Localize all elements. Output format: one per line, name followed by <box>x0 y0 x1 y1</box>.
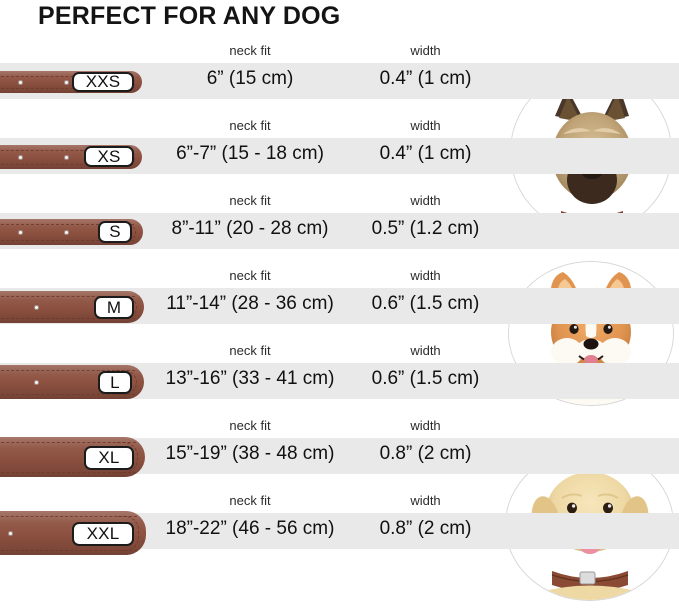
width-value: 0.6” (1.5 cm) <box>371 368 480 389</box>
neck-fit-header: neck fit <box>229 418 271 433</box>
neck-fit-value: 15”-19” (38 - 48 cm) <box>165 443 335 464</box>
size-badge: XS <box>84 146 134 167</box>
width-value: 0.4” (1 cm) <box>379 143 472 164</box>
neck-fit-value: 6”-7” (15 - 18 cm) <box>176 143 324 164</box>
size-badge: XXL <box>72 522 134 546</box>
strap-stitch-top <box>0 369 135 371</box>
neck-fit-value: 8”-11” (20 - 28 cm) <box>171 218 329 239</box>
width-value: 0.4” (1 cm) <box>379 68 472 89</box>
size-badge: M <box>94 296 134 319</box>
strap-stitch-bottom <box>0 549 137 551</box>
width-value: 0.8” (2 cm) <box>379 443 472 464</box>
neck-fit-value: 11”-14” (28 - 36 cm) <box>166 293 334 314</box>
width-header: width <box>410 493 441 508</box>
strap-stitch-bottom <box>0 317 135 319</box>
neck-fit-value: 13”-16” (33 - 41 cm) <box>165 368 335 389</box>
strap-stitch-cap <box>118 515 139 551</box>
strap-hole <box>34 379 39 385</box>
width-header: width <box>410 43 441 58</box>
strap-hole <box>64 79 69 85</box>
size-badge: S <box>98 221 132 243</box>
width-header: width <box>410 418 441 433</box>
width-header: width <box>410 193 441 208</box>
strap-stitch-cap <box>116 369 137 395</box>
neck-fit-header: neck fit <box>229 268 271 283</box>
width-header: width <box>410 268 441 283</box>
strap-hole <box>64 229 69 235</box>
width-header: width <box>410 118 441 133</box>
strap-stitch-bottom <box>0 393 135 395</box>
width-value: 0.5” (1.2 cm) <box>371 218 480 239</box>
neck-fit-value: 6” (15 cm) <box>206 68 294 89</box>
strap-stitch-top <box>0 515 137 517</box>
strap-hole <box>34 304 39 310</box>
neck-fit-value: 18”-22” (46 - 56 cm) <box>165 518 335 539</box>
strap-stitch-top <box>0 149 133 151</box>
neck-fit-header: neck fit <box>229 343 271 358</box>
strap-stitch-cap <box>117 441 138 473</box>
neck-fit-header: neck fit <box>229 193 271 208</box>
strap-hole <box>8 530 13 536</box>
strap-hole <box>64 154 69 160</box>
strap-hole <box>18 79 23 85</box>
strap-stitch-bottom <box>0 239 134 241</box>
strap-stitch-top <box>0 75 133 77</box>
table-row: S neck fit width 8”-11” (20 - 28 cm) 0.5… <box>0 191 679 266</box>
collar-strap <box>0 437 145 477</box>
width-value: 0.8” (2 cm) <box>379 518 472 539</box>
strap-stitch-top <box>0 441 136 443</box>
size-badge: XL <box>84 446 134 470</box>
width-value: 0.6” (1.5 cm) <box>371 293 480 314</box>
neck-fit-header: neck fit <box>229 118 271 133</box>
strap-stitch-bottom <box>0 471 136 473</box>
table-row: L neck fit width 13”-16” (33 - 41 cm) 0.… <box>0 341 679 416</box>
size-badge: XXS <box>72 72 134 92</box>
width-header: width <box>410 343 441 358</box>
table-row: XS neck fit width 6”-7” (15 - 18 cm) 0.4… <box>0 116 679 191</box>
strap-stitch-top <box>0 223 134 225</box>
neck-fit-header: neck fit <box>229 493 271 508</box>
strap-stitch-top <box>0 295 135 297</box>
page-title: PERFECT FOR ANY DOG <box>38 2 341 30</box>
neck-fit-header: neck fit <box>229 43 271 58</box>
table-row: M neck fit width 11”-14” (28 - 36 cm) 0.… <box>0 266 679 341</box>
strap-stitch-bottom <box>0 163 133 165</box>
table-row: XXS neck fit width 6” (15 cm) 0.4” (1 cm… <box>0 41 679 116</box>
strap-hole <box>18 154 23 160</box>
size-badge: L <box>98 371 132 394</box>
table-row: XXL neck fit width 18”-22” (46 - 56 cm) … <box>0 491 679 566</box>
table-row: XL neck fit width 15”-19” (38 - 48 cm) 0… <box>0 416 679 491</box>
strap-hole <box>18 229 23 235</box>
strap-stitch-bottom <box>0 87 133 89</box>
